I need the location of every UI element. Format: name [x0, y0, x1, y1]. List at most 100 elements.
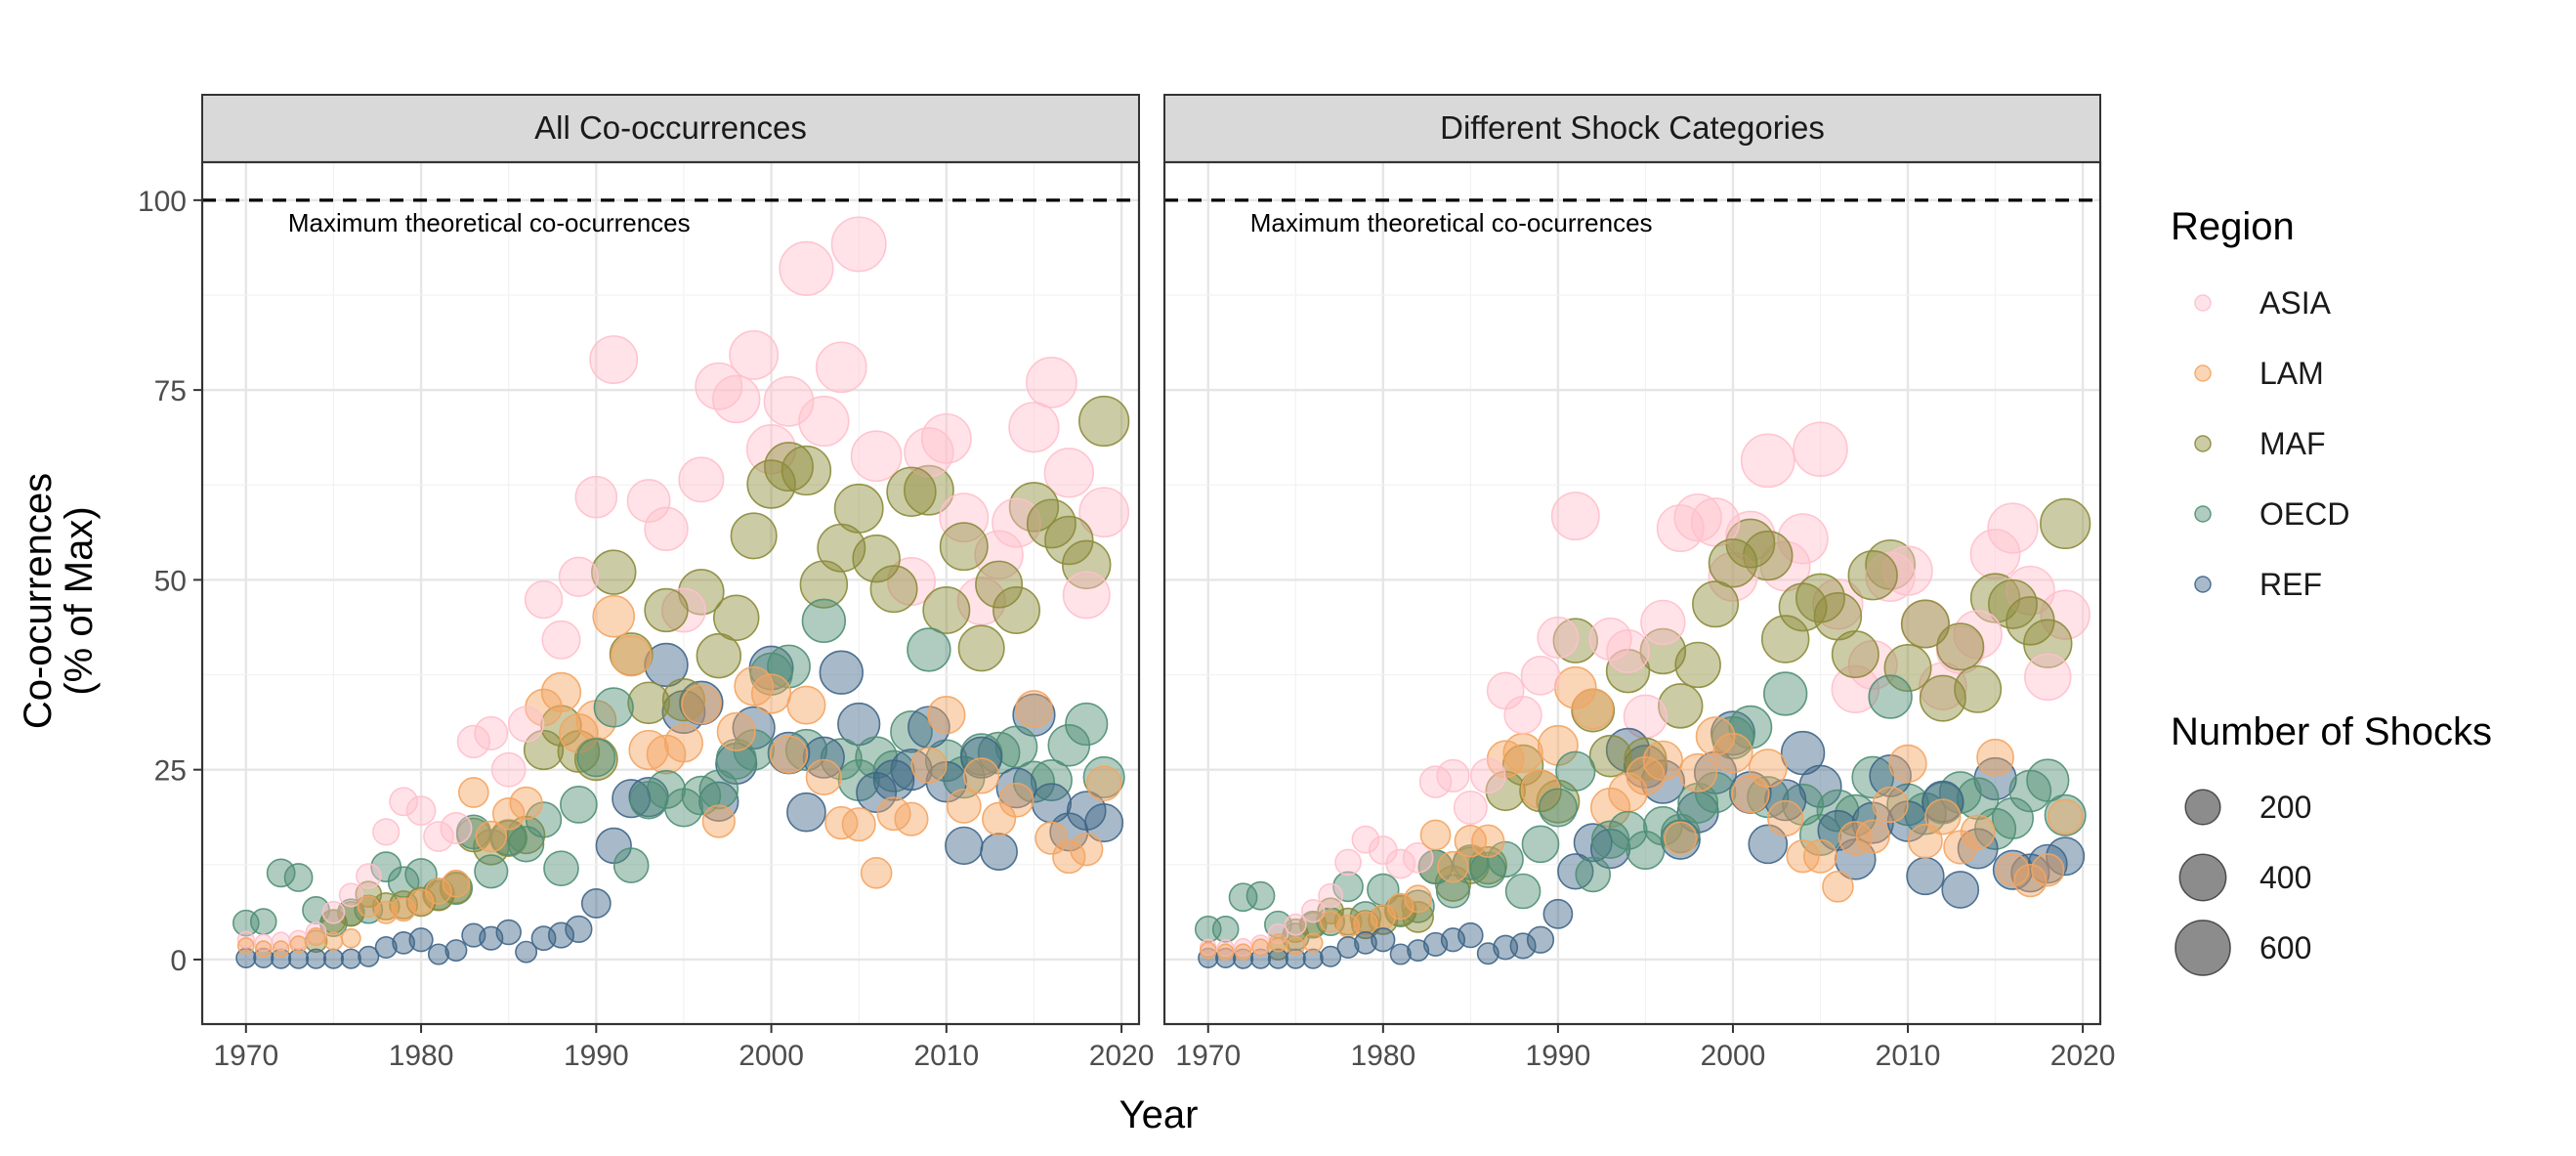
data-point-maf — [1919, 674, 1966, 722]
data-point-asia — [678, 456, 725, 503]
data-point-asia — [405, 795, 437, 827]
data-point-ref — [1941, 871, 1980, 909]
x-tick-label: 1980 — [1350, 1040, 1415, 1072]
data-point-asia — [850, 430, 903, 483]
data-point-asia — [711, 374, 761, 424]
data-point-ref — [1084, 803, 1124, 843]
data-point-oecd — [1660, 813, 1701, 854]
data-point-asia — [558, 556, 600, 597]
data-point-oecd — [629, 781, 668, 820]
reference-line-label: Maximum theoretical co-ocurrences — [1250, 208, 1653, 237]
data-point-lam — [1572, 688, 1614, 730]
data-point-asia — [1793, 421, 1848, 478]
data-point-maf — [730, 512, 778, 560]
data-point-lam — [1251, 938, 1270, 957]
data-point-ref — [580, 888, 612, 919]
data-point-oecd — [767, 644, 811, 689]
data-point-asia — [729, 329, 780, 380]
data-point-asia — [321, 900, 346, 924]
data-point-ref — [945, 826, 984, 866]
data-point-oecd — [543, 850, 579, 886]
data-point-maf — [1883, 644, 1932, 693]
data-point-ref — [980, 833, 1018, 871]
data-point-lam — [1767, 799, 1804, 837]
data-point-asia — [507, 706, 545, 743]
data-point-oecd — [715, 738, 757, 780]
data-point-oecd — [1332, 871, 1364, 903]
data-point-maf — [903, 464, 954, 516]
x-tick-label: 1980 — [389, 1040, 454, 1072]
data-point-oecd — [1047, 723, 1091, 767]
legend-size-title: Number of Shocks — [2171, 710, 2492, 753]
data-point-lam — [272, 940, 290, 958]
data-point-maf — [627, 681, 670, 725]
data-point-lam — [1855, 819, 1890, 854]
data-point-oecd — [1590, 820, 1630, 859]
data-point-maf — [852, 534, 901, 583]
panel-title: Different Shock Categories — [1440, 109, 1825, 146]
data-point-lam — [824, 805, 859, 840]
legend-color-title: Region — [2171, 205, 2295, 248]
legend-size-key — [2175, 920, 2231, 976]
data-point-lam — [289, 935, 308, 954]
data-point-asia — [1831, 664, 1880, 714]
data-point-ref — [2046, 836, 2086, 877]
data-point-lam — [442, 869, 471, 898]
data-point-ref — [1215, 947, 1237, 968]
data-point-maf — [781, 445, 832, 496]
data-point-lam — [1234, 943, 1252, 962]
data-point-lam — [254, 940, 273, 958]
data-point-asia — [2024, 653, 2072, 702]
data-point-maf — [712, 594, 760, 641]
data-point-asia — [541, 620, 581, 660]
x-tick-label: 2010 — [913, 1040, 979, 1072]
data-point-ref — [427, 943, 450, 965]
data-point-asia — [1351, 825, 1380, 854]
data-point-oecd — [1677, 782, 1719, 824]
data-point-maf — [591, 549, 637, 595]
panels-layer: All Co-occurrences Maximum theoretical co… — [138, 94, 2115, 1072]
data-point-lam — [910, 747, 948, 784]
panel-border — [200, 160, 1141, 1026]
data-point-oecd — [698, 769, 739, 810]
data-point-oecd — [1065, 702, 1109, 747]
data-point-ref — [1542, 898, 1574, 929]
data-point-maf — [2040, 497, 2091, 550]
data-point-ref — [479, 925, 504, 951]
data-point-lam — [1822, 871, 1854, 903]
data-point-maf — [1485, 770, 1526, 812]
data-point-ref — [1336, 936, 1360, 959]
gridlines — [1164, 162, 2100, 1024]
data-point-oecd — [1991, 796, 2035, 839]
x-tick-label: 2010 — [1876, 1040, 1941, 1072]
data-point-oecd — [283, 863, 314, 892]
data-point-lam — [610, 634, 653, 677]
data-point-oecd — [1012, 760, 1056, 803]
data-point-ref — [1526, 925, 1555, 954]
data-point-asia — [1043, 448, 1094, 498]
data-point-lam — [1678, 752, 1718, 792]
data-point-lam — [1471, 824, 1505, 858]
legend-size-label: 600 — [2259, 930, 2311, 965]
data-point-maf — [957, 624, 1005, 672]
data-points — [232, 216, 1130, 969]
data-point-lam — [1454, 824, 1488, 858]
data-point-oecd — [249, 908, 277, 935]
data-point-asia — [1469, 757, 1506, 794]
data-point-oecd — [1868, 674, 1913, 719]
data-point-maf — [696, 632, 742, 679]
data-point-oecd — [593, 687, 634, 728]
data-point-oecd — [439, 871, 474, 906]
data-point-lam — [1996, 853, 2030, 887]
data-point-maf — [1865, 538, 1917, 590]
data-point-lam — [1626, 755, 1666, 795]
data-point-maf — [1384, 895, 1416, 927]
data-point-maf — [1847, 550, 1898, 601]
data-point-maf — [1831, 630, 1879, 679]
data-point-maf — [1674, 641, 1721, 689]
data-point-maf — [2023, 619, 2073, 668]
data-point-maf — [644, 587, 689, 633]
panel-1: All Co-occurrences Maximum theoretical co… — [138, 94, 1154, 1072]
data-point-lam — [1419, 819, 1452, 851]
data-point-ref — [802, 736, 845, 779]
